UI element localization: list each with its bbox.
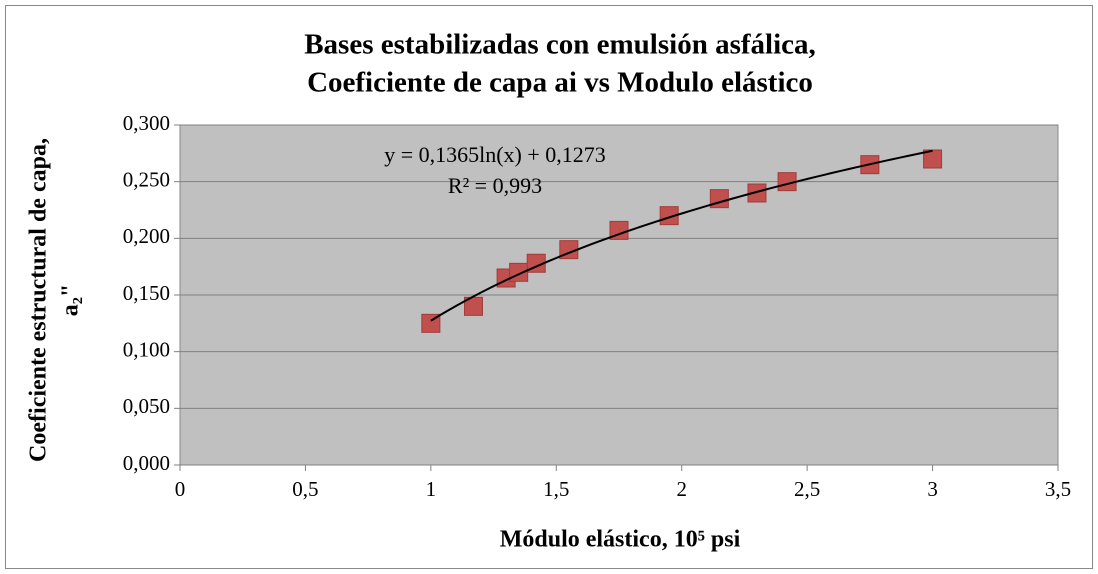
x-tick-label: 2,5 <box>794 477 820 501</box>
x-tick-label: 0,5 <box>292 477 318 501</box>
x-axis-label: Módulo elástico, 10⁵ psi <box>500 527 741 553</box>
point <box>923 149 943 169</box>
trendline <box>430 149 933 322</box>
x-tick-label: 0 <box>175 477 186 501</box>
y-tick-label: 0,050 <box>123 394 170 418</box>
x-tick-label: 2 <box>676 477 687 501</box>
x-tick-label: 3 <box>927 477 938 501</box>
y-tick-label: 0,150 <box>123 281 170 305</box>
x-tick-label: 3,5 <box>1045 477 1071 501</box>
trendline-r2: R² = 0,993 <box>448 173 542 198</box>
point <box>659 206 679 226</box>
trendline-equation: y = 0,1365ln(x) + 0,1273 <box>384 142 606 167</box>
chart-title: Coeficiente de capa ai vs Modulo elástic… <box>307 67 813 99</box>
point <box>747 183 767 203</box>
y-tick-label: 0,300 <box>123 111 170 135</box>
x-tick-label: 1,5 <box>543 477 569 501</box>
chart-title: Bases estabilizadas con emulsión asfálic… <box>304 29 816 61</box>
y-axis-label: a₂" <box>58 284 84 317</box>
x-tick-label: 1 <box>426 477 437 501</box>
y-tick-label: 0,000 <box>123 451 170 475</box>
y-tick-label: 0,100 <box>123 337 170 361</box>
y-axis-label: Coeficiente estructural de capa, <box>26 138 52 462</box>
y-tick-label: 0,200 <box>123 224 170 248</box>
y-tick-label: 0,250 <box>123 167 170 191</box>
